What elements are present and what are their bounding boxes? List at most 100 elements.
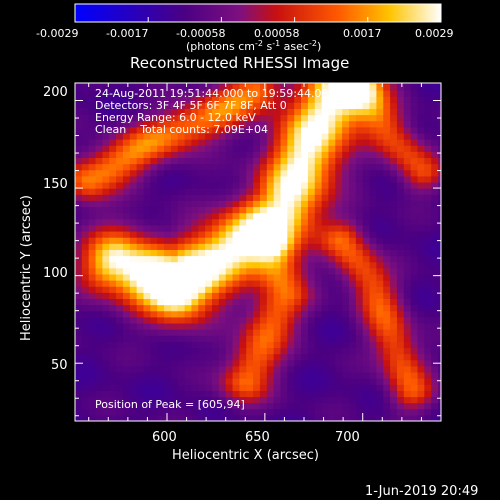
heatmap-cell bbox=[177, 181, 186, 189]
heatmap-cell bbox=[157, 194, 165, 201]
heatmap-cell bbox=[431, 163, 439, 171]
heatmap-cell bbox=[396, 310, 405, 318]
heatmap-cell bbox=[191, 145, 199, 152]
heatmap-cell bbox=[438, 151, 441, 159]
heatmap-cell bbox=[246, 126, 254, 134]
heatmap-cell bbox=[410, 402, 419, 410]
heatmap-cell bbox=[164, 145, 172, 152]
heatmap-cell bbox=[122, 169, 131, 177]
heatmap-cell bbox=[177, 218, 186, 226]
heatmap-cell bbox=[218, 255, 227, 263]
heatmap-cell bbox=[95, 335, 103, 342]
heatmap-cell bbox=[232, 108, 241, 116]
heatmap-cell bbox=[273, 322, 282, 330]
heatmap-cell bbox=[225, 310, 234, 318]
heatmap-cell bbox=[369, 310, 378, 318]
heatmap-cell bbox=[88, 378, 97, 385]
heatmap-cell bbox=[403, 163, 412, 171]
heatmap-cell bbox=[136, 347, 145, 355]
heatmap-cell bbox=[349, 359, 357, 367]
heatmap-cell bbox=[376, 230, 384, 238]
heatmap-cell bbox=[246, 286, 254, 293]
heatmap-cell bbox=[287, 273, 295, 281]
heatmap-cell bbox=[362, 378, 371, 385]
heatmap-cell bbox=[81, 261, 90, 269]
heatmap-cell bbox=[307, 145, 316, 152]
heatmap-cell bbox=[396, 353, 405, 361]
heatmap-cell bbox=[369, 132, 378, 140]
heatmap-cell bbox=[396, 286, 405, 293]
heatmap-cell bbox=[438, 212, 441, 220]
heatmap-cell bbox=[205, 335, 213, 342]
heatmap-cell bbox=[95, 218, 103, 226]
heatmap-cell bbox=[396, 384, 405, 391]
heatmap-cell bbox=[362, 384, 371, 391]
heatmap-cell bbox=[273, 353, 282, 361]
heatmap-cell bbox=[253, 206, 261, 214]
heatmap-cell bbox=[287, 371, 295, 379]
heatmap-cell bbox=[266, 96, 275, 103]
heatmap-cell bbox=[273, 224, 282, 232]
heatmap-cell bbox=[417, 151, 425, 159]
heatmap-cell bbox=[75, 243, 83, 250]
heatmap-cell bbox=[431, 384, 439, 391]
heatmap-cell bbox=[88, 200, 97, 208]
heatmap-cell bbox=[301, 273, 309, 281]
heatmap-cell bbox=[109, 304, 117, 312]
heatmap-cell bbox=[307, 359, 316, 367]
heatmap-cell bbox=[212, 206, 220, 214]
heatmap-cell bbox=[266, 298, 275, 306]
heatmap-cell bbox=[438, 83, 441, 85]
heatmap-cell bbox=[239, 200, 247, 208]
heatmap-cell bbox=[266, 102, 275, 109]
heatmap-cell bbox=[424, 304, 432, 312]
heatmap-cell bbox=[88, 218, 97, 226]
heatmap-cell bbox=[218, 292, 227, 300]
heatmap-cell bbox=[314, 353, 323, 361]
heatmap-cell bbox=[301, 132, 309, 140]
heatmap-cell bbox=[335, 114, 343, 122]
heatmap-cell bbox=[294, 347, 302, 355]
heatmap-cell bbox=[287, 335, 295, 342]
heatmap-cell bbox=[136, 267, 145, 275]
heatmap-cell bbox=[88, 280, 97, 287]
heatmap-cell bbox=[177, 237, 186, 244]
heatmap-cell bbox=[253, 90, 261, 97]
heatmap-cell bbox=[116, 396, 124, 404]
heatmap-cell bbox=[335, 414, 343, 421]
heatmap-cell bbox=[177, 132, 186, 140]
heatmap-cell bbox=[396, 402, 405, 410]
heatmap-cell bbox=[225, 132, 234, 140]
heatmap-cell bbox=[349, 273, 357, 281]
heatmap-cell bbox=[88, 151, 97, 159]
heatmap-cell bbox=[150, 83, 158, 91]
heatmap-cell bbox=[116, 304, 124, 312]
heatmap-cell bbox=[314, 175, 323, 183]
heatmap-cell bbox=[177, 96, 186, 103]
heatmap-cell bbox=[403, 384, 412, 391]
heatmap-cell bbox=[170, 151, 179, 159]
heatmap-cell bbox=[314, 151, 323, 159]
heatmap-cell bbox=[438, 322, 441, 330]
heatmap-cell bbox=[355, 402, 364, 410]
heatmap-cell bbox=[218, 402, 227, 410]
heatmap-cell bbox=[232, 139, 241, 146]
heatmap-cell bbox=[287, 230, 295, 238]
heatmap-cell bbox=[355, 396, 364, 404]
heatmap-cell bbox=[129, 206, 138, 214]
heatmap-cell bbox=[122, 96, 131, 103]
heatmap-cell bbox=[212, 96, 220, 103]
heatmap-cell bbox=[431, 249, 439, 257]
heatmap-cell bbox=[109, 126, 117, 134]
heatmap-cell bbox=[143, 224, 151, 232]
heatmap-cell bbox=[335, 310, 343, 318]
heatmap-cell bbox=[232, 359, 241, 367]
heatmap-cell bbox=[294, 371, 302, 379]
heatmap-cell bbox=[253, 316, 261, 324]
heatmap-cell bbox=[116, 414, 124, 421]
heatmap-cell bbox=[307, 353, 316, 361]
heatmap-cell bbox=[438, 402, 441, 410]
heatmap-cell bbox=[438, 181, 441, 189]
heatmap-cell bbox=[424, 230, 432, 238]
heatmap-cell bbox=[116, 292, 124, 300]
